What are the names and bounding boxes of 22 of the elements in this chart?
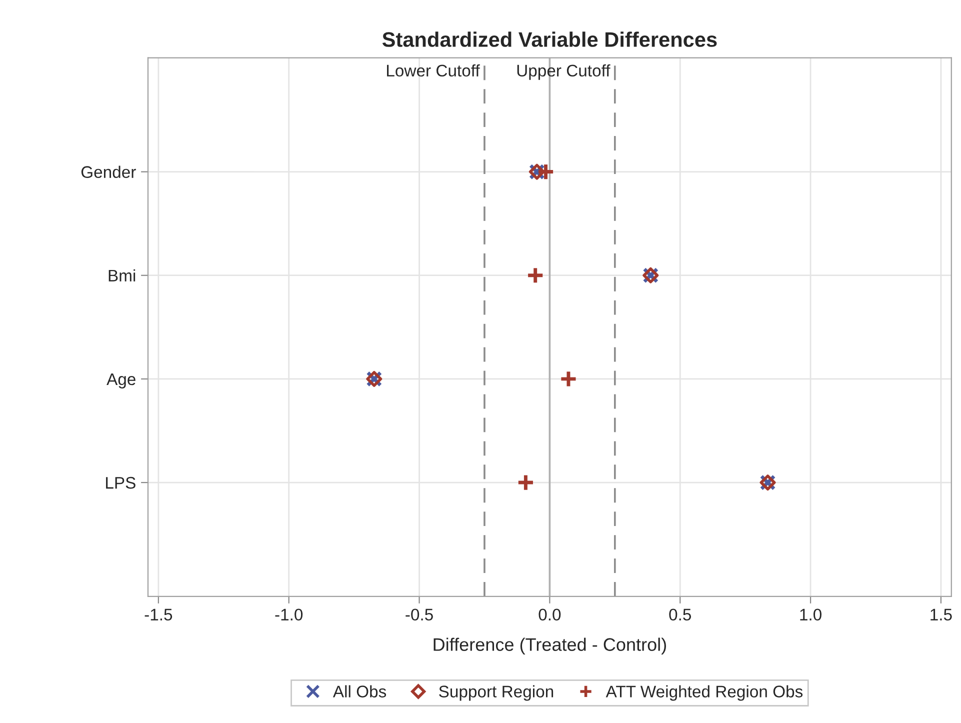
- ref-line-label: Upper Cutoff: [517, 64, 610, 80]
- ref-line-label: Lower Cutoff: [387, 64, 480, 77]
- y-tick-label: Age: [106, 374, 136, 388]
- x-tick-label: -1.5: [144, 608, 172, 621]
- point: [559, 370, 578, 388]
- y-tick-label: Bmi: [108, 269, 136, 282]
- x-tick-label: -0.5: [406, 608, 433, 621]
- x-tick-label: 1.0: [800, 608, 822, 621]
- point: [536, 162, 555, 181]
- legend-label: Support Region: [439, 685, 554, 701]
- y-tick-label: LPS: [106, 476, 136, 489]
- x-tick-label: 0.5: [669, 608, 691, 621]
- point: [526, 266, 544, 284]
- x-tick-label: -1.0: [275, 608, 303, 621]
- point: [516, 474, 535, 492]
- chart-title: Standardized Variable Differences: [382, 32, 717, 47]
- y-tick-label: Gender: [81, 166, 136, 178]
- legend-label: All Obs: [332, 685, 386, 698]
- legend-label: ATT Weighted Region Obs: [606, 685, 803, 701]
- x-tick-label: 1.5: [930, 608, 952, 621]
- x-tick-label: 0.0: [538, 608, 561, 621]
- x-axis-title: Difference (Treated - Control): [434, 638, 666, 655]
